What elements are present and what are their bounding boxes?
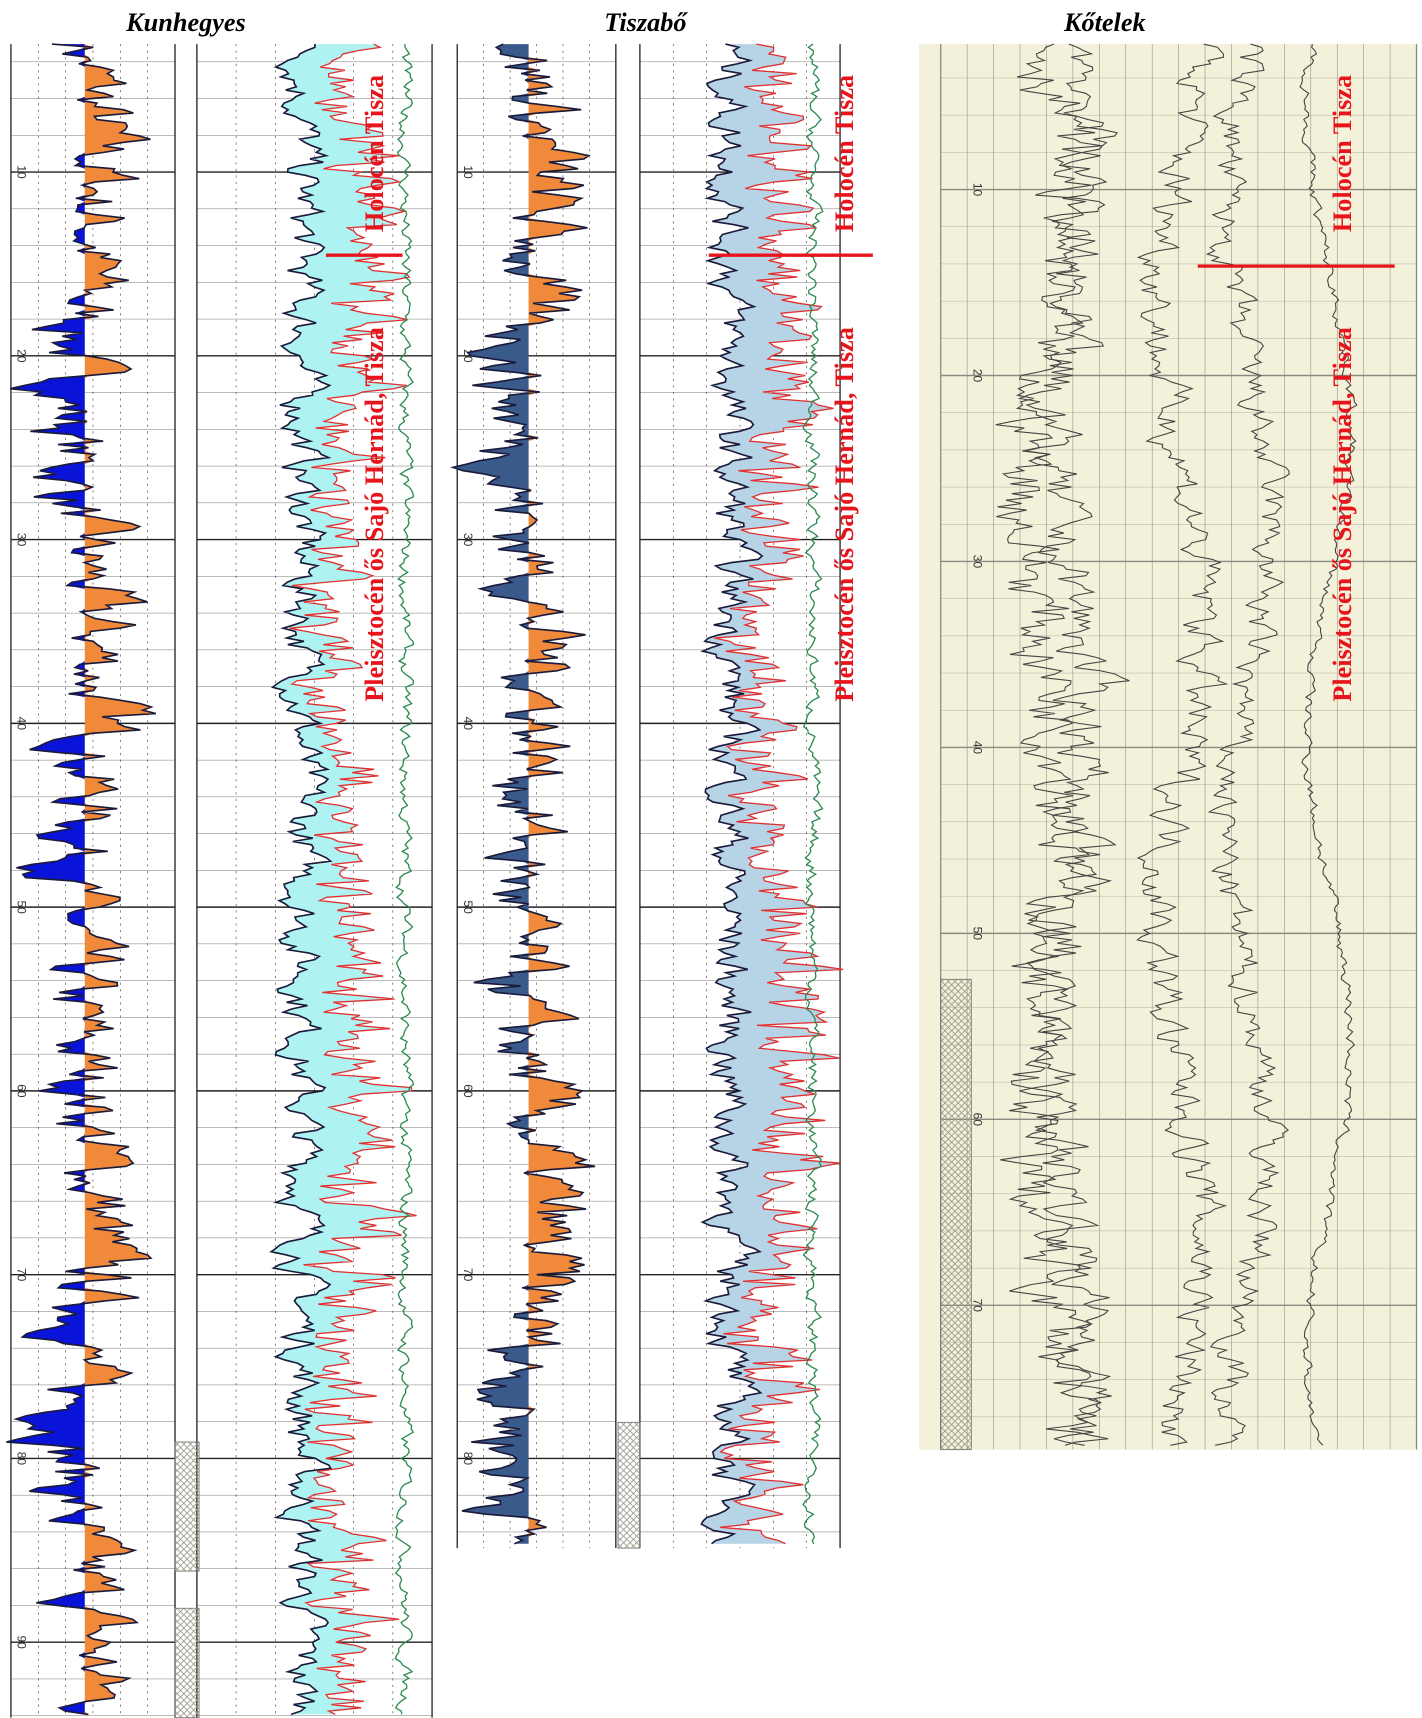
unit-label: Pleisztocén ős Sajó Hernád, Tisza <box>830 327 859 702</box>
resistivity-curve <box>714 43 844 1545</box>
depth-label: 30 <box>15 533 29 547</box>
depth-label: 50 <box>15 900 29 914</box>
depth-label: 10 <box>461 165 475 179</box>
lithology-box <box>940 978 972 1451</box>
depth-label: 40 <box>971 741 985 755</box>
log-curve <box>1015 43 1130 1446</box>
resistivity-fill <box>701 44 844 1544</box>
depth-label: 60 <box>971 1113 985 1127</box>
depth-label: 40 <box>461 717 475 731</box>
resistivity-curve <box>700 43 764 1545</box>
lithology-box <box>174 1441 200 1572</box>
sand-fill <box>528 44 596 1544</box>
lithology-box <box>174 1607 200 1718</box>
green-curve <box>394 43 415 1715</box>
panel-title: Kunhegyes <box>125 8 246 37</box>
resistivity-fill <box>271 44 417 1715</box>
lithology-box <box>617 1421 641 1549</box>
depth-label: 40 <box>15 717 29 731</box>
resistivity-curve <box>269 44 333 1716</box>
panel-title: Tiszabő <box>604 8 688 37</box>
unit-label: Holocén Tisza <box>830 75 859 232</box>
depth-label: 80 <box>461 1452 475 1466</box>
resistivity-curve <box>289 43 417 1715</box>
depth-label: 60 <box>15 1084 29 1098</box>
depth-label: 50 <box>461 900 475 914</box>
depth-label: 30 <box>971 555 985 569</box>
log-curve <box>1205 43 1290 1446</box>
unit-label: Holocén Tisza <box>1328 75 1357 232</box>
green-curve <box>802 43 824 1544</box>
unit-label: Holocén Tisza <box>360 75 389 232</box>
depth-label: 10 <box>971 183 985 197</box>
log-curve <box>449 43 596 1545</box>
panel-title: Kőtelek <box>1063 8 1146 37</box>
depth-label: 30 <box>461 533 475 547</box>
depth-label: 70 <box>15 1268 29 1282</box>
depth-label: 80 <box>15 1452 29 1466</box>
depth-label: 50 <box>971 927 985 941</box>
shale-fill <box>452 44 529 1544</box>
depth-label: 70 <box>971 1299 985 1313</box>
log-curve <box>995 43 1113 1446</box>
log-curve <box>6 43 157 1716</box>
log-curve <box>1136 43 1229 1446</box>
depth-label: 20 <box>15 349 29 363</box>
depth-label: 70 <box>461 1268 475 1282</box>
unit-label: Pleisztocén ős Sajó Hernád, Tisza <box>360 327 389 702</box>
log-curve <box>1299 43 1358 1446</box>
depth-label: 10 <box>15 165 29 179</box>
depth-label: 90 <box>15 1636 29 1650</box>
sand-fill <box>84 44 156 1715</box>
unit-label: Pleisztocén ős Sajó Hernád, Tisza <box>1328 327 1357 702</box>
depth-label: 60 <box>461 1084 475 1098</box>
depth-label: 20 <box>971 369 985 383</box>
